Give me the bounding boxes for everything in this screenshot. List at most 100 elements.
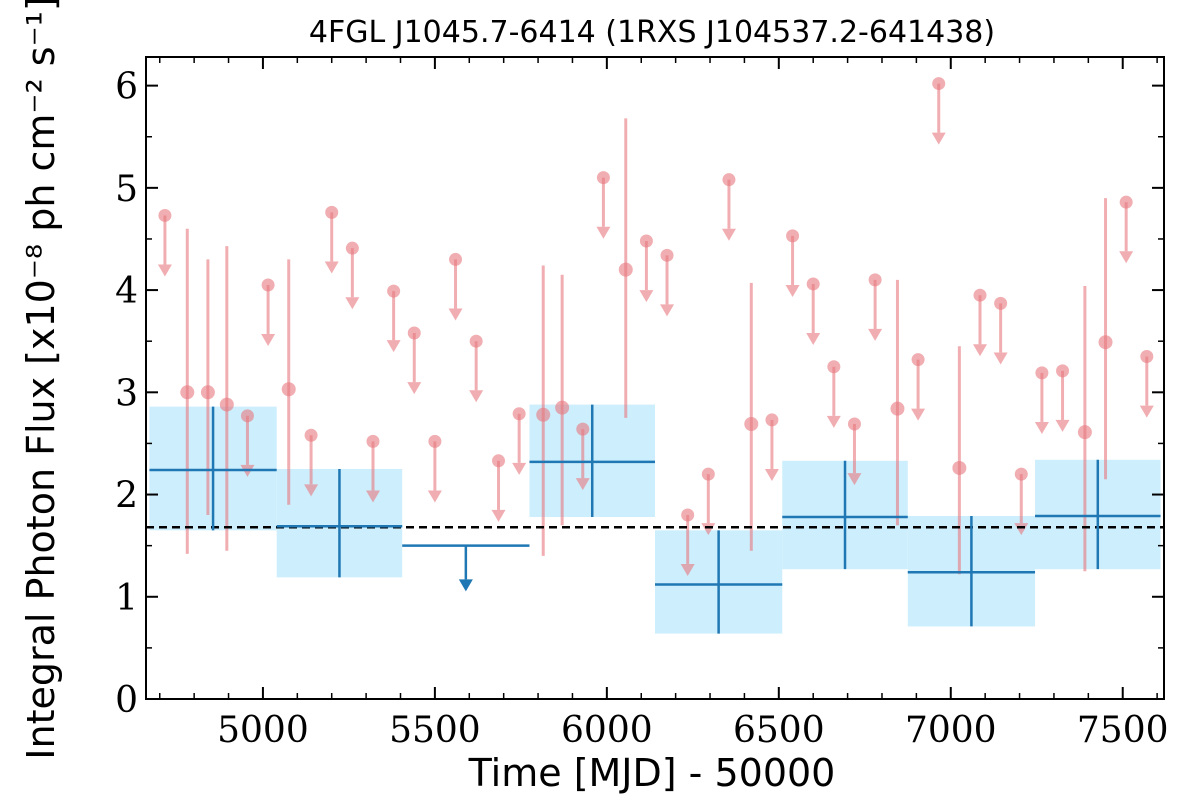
upper-limit-arrow — [931, 132, 946, 145]
upper-limit-point — [721, 173, 736, 241]
upper-limit-point — [469, 334, 484, 403]
x-tick-label: 5000 — [217, 710, 309, 751]
upper-limit-point — [386, 284, 401, 353]
chart-title: 4FGL J1045.7-6414 (1RXS J104537.2-641438… — [309, 15, 995, 50]
upper-limit-arrow — [1034, 421, 1049, 434]
detection-point — [1077, 285, 1092, 572]
upper-limit-marker — [806, 277, 820, 291]
upper-limit-arrow — [448, 308, 463, 321]
binned-point — [529, 404, 655, 518]
upper-limit-arrow — [660, 304, 675, 317]
upper-limit-marker — [1014, 467, 1028, 481]
upper-limit-arrow — [1119, 251, 1134, 264]
upper-limit-marker — [366, 434, 380, 448]
x-axis-label: Time [MJD] - 50000 — [468, 751, 836, 795]
y-tick-label: 3 — [115, 373, 138, 414]
upper-limit-arrow — [407, 382, 422, 395]
upper-limit-marker — [1035, 366, 1049, 380]
binned-point — [1035, 459, 1161, 570]
upper-limit-point — [512, 407, 527, 475]
detection-marker — [555, 400, 570, 415]
upper-limit-point — [365, 434, 380, 503]
binned-ul-arrow — [458, 579, 473, 592]
detection-point — [744, 282, 759, 551]
detection-point — [890, 279, 905, 526]
upper-limit-point — [261, 278, 276, 347]
detection-point — [952, 346, 967, 575]
upper-limit-arrow — [806, 333, 821, 346]
upper-limit-arrow — [973, 344, 988, 357]
upper-limit-marker — [240, 409, 254, 423]
upper-limit-arrow — [847, 473, 862, 486]
upper-limit-point — [868, 273, 883, 341]
detection-point — [1098, 198, 1113, 480]
upper-limit-point — [427, 434, 442, 503]
upper-limit-marker — [325, 205, 339, 219]
upper-limit-marker — [681, 508, 695, 522]
upper-limit-point — [785, 229, 800, 297]
upper-limit-point — [993, 296, 1008, 365]
detection-marker — [180, 385, 195, 400]
upper-limit-arrow — [639, 290, 654, 303]
upper-limit-point — [345, 241, 360, 310]
y-tick-label: 0 — [115, 680, 138, 721]
upper-limit-marker — [1140, 350, 1154, 364]
upper-limit-arrow — [512, 462, 527, 475]
upper-limit-point — [1119, 195, 1134, 264]
upper-limit-arrow — [1139, 405, 1154, 418]
binned-point — [655, 530, 783, 634]
upper-limit-marker — [387, 284, 401, 298]
upper-limit-marker — [596, 171, 610, 185]
upper-limit-point — [701, 467, 716, 536]
detection-point — [281, 259, 296, 505]
upper-limit-point — [806, 277, 821, 346]
upper-limit-arrow — [764, 468, 779, 481]
binned-point — [782, 460, 908, 570]
upper-limit-point — [764, 413, 779, 481]
upper-limit-marker — [449, 252, 463, 266]
upper-limit-point — [973, 288, 988, 357]
upper-limit-point — [304, 428, 319, 497]
upper-limit-marker — [407, 326, 421, 340]
binned-point — [276, 468, 403, 578]
fine-bin-points — [157, 77, 1154, 577]
upper-limit-marker — [932, 77, 946, 91]
upper-limit-arrow — [491, 509, 506, 522]
upper-limit-arrow — [785, 284, 800, 297]
x-tick-label: 7500 — [1077, 710, 1169, 751]
detection-point — [219, 246, 234, 551]
upper-limit-marker — [994, 296, 1008, 310]
x-tick-label: 7000 — [905, 710, 997, 751]
upper-limit-marker — [261, 278, 275, 292]
upper-limit-point — [1014, 467, 1029, 536]
upper-limit-marker — [765, 413, 779, 427]
upper-limit-marker — [576, 422, 590, 436]
upper-limit-point — [1139, 350, 1154, 418]
y-tick-label: 6 — [115, 67, 138, 108]
detection-marker — [890, 401, 905, 416]
detection-point — [555, 274, 570, 526]
detection-marker — [1098, 335, 1113, 350]
upper-limit-point — [826, 360, 841, 428]
upper-limit-point — [575, 422, 590, 491]
x-tick-label: 5500 — [389, 710, 481, 751]
x-axis-ticks: 5000 5500 6000 6500 7000 7500 — [159, 57, 1169, 751]
y-tick-label: 2 — [115, 476, 138, 517]
plot-frame — [145, 56, 1165, 700]
upper-limit-point — [157, 208, 172, 277]
detection-marker — [536, 407, 551, 422]
binned-point — [402, 544, 530, 592]
upper-limit-marker — [847, 417, 861, 431]
upper-limit-arrow — [911, 408, 926, 421]
detection-marker — [1077, 425, 1092, 440]
detection-point — [618, 118, 633, 418]
upper-limit-marker — [868, 273, 882, 287]
upper-limit-arrow — [993, 352, 1008, 365]
binned-error-bands — [149, 404, 1161, 634]
upper-limit-marker — [639, 234, 653, 248]
upper-limit-arrow — [261, 334, 276, 347]
x-tick-label: 6000 — [561, 710, 653, 751]
upper-limit-point — [240, 409, 255, 477]
detection-marker — [744, 417, 759, 432]
